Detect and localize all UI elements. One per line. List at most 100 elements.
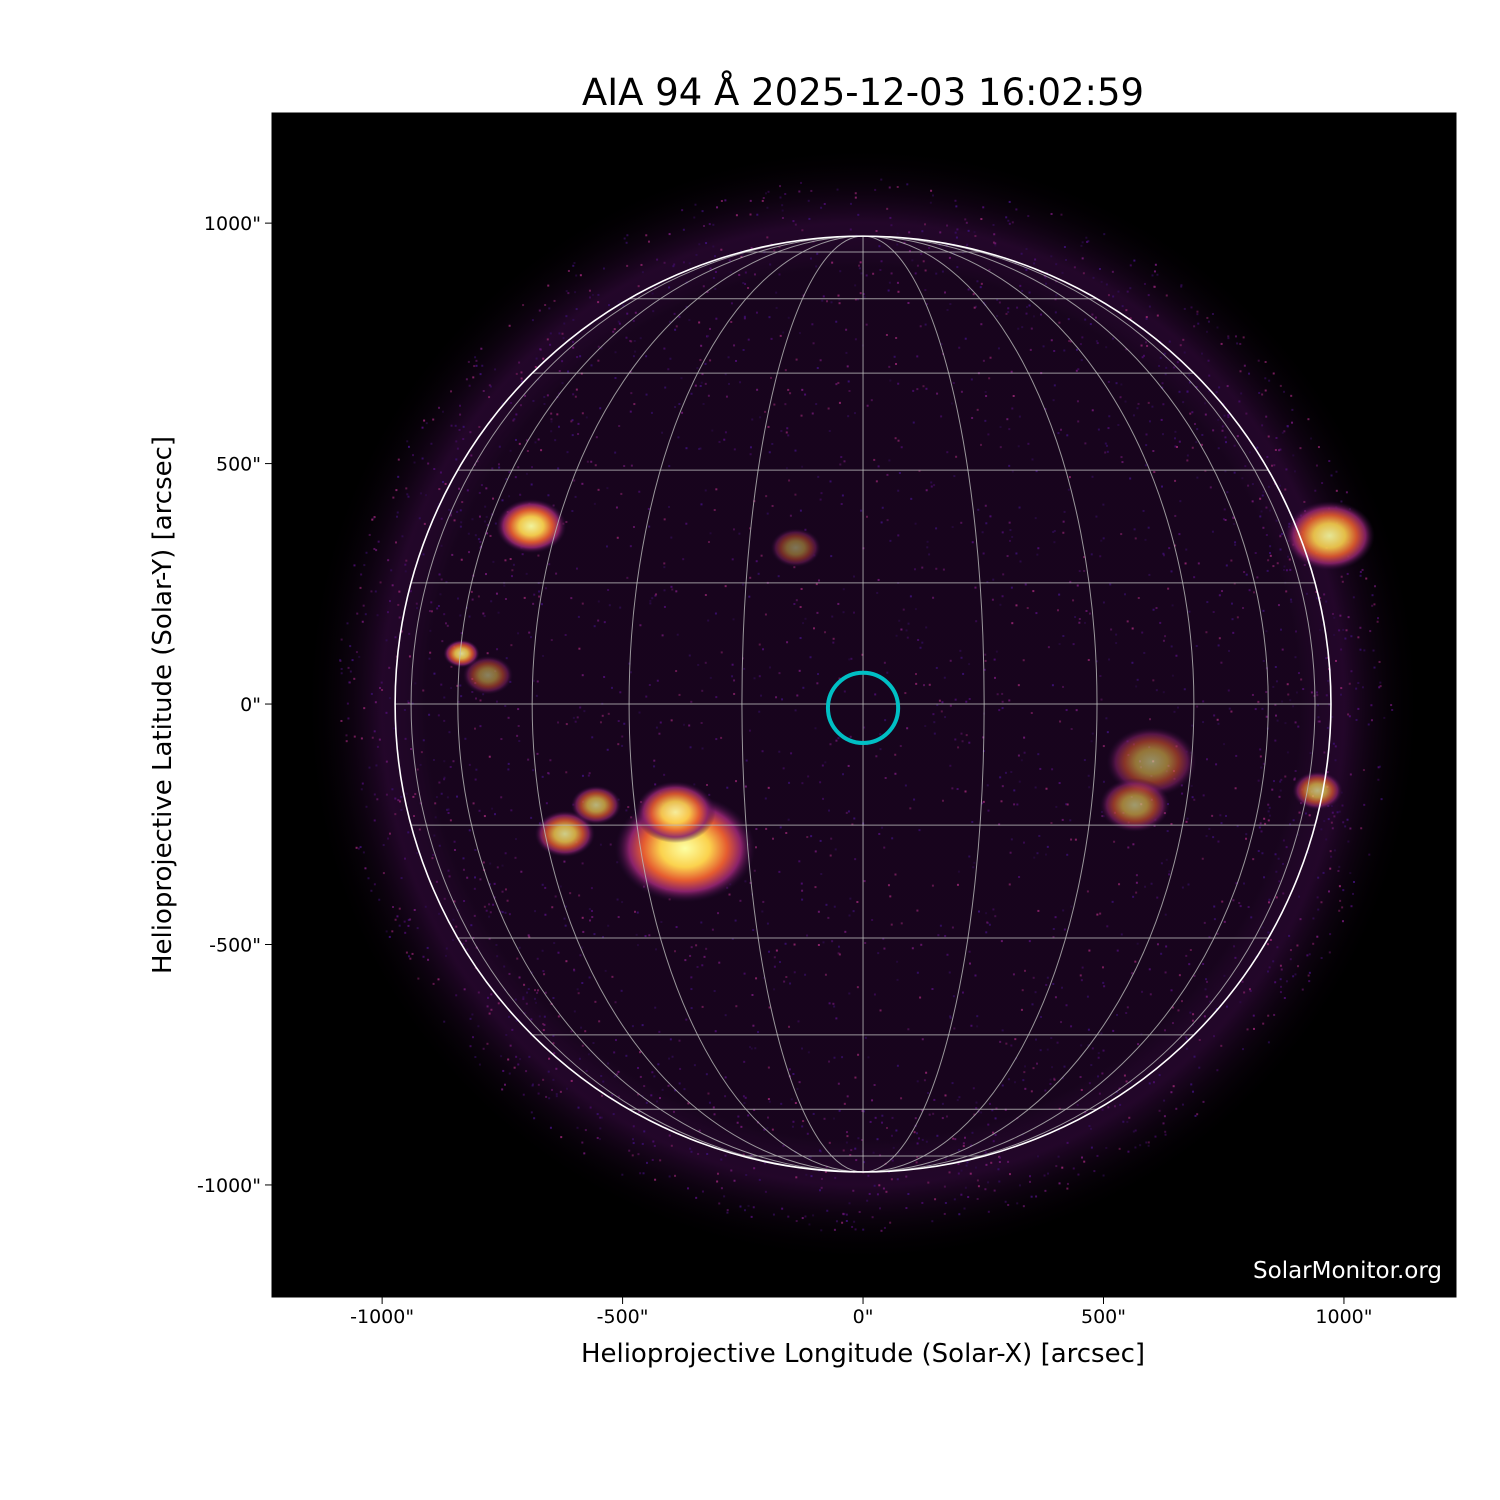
noise-speck: [830, 555, 833, 558]
noise-speck: [916, 1156, 919, 1159]
noise-speck: [899, 745, 902, 748]
noise-speck: [835, 383, 838, 386]
noise-speck: [980, 323, 983, 326]
noise-speck: [605, 545, 608, 548]
noise-speck: [1239, 905, 1242, 908]
noise-speck: [1326, 679, 1329, 682]
noise-speck: [1196, 476, 1199, 479]
noise-speck: [494, 813, 497, 816]
noise-speck: [581, 482, 584, 485]
noise-speck: [808, 1156, 811, 1159]
noise-speck: [1281, 532, 1284, 535]
noise-speck: [1066, 1187, 1069, 1190]
noise-speck: [1008, 539, 1011, 542]
noise-speck: [1152, 450, 1155, 453]
noise-speck: [801, 889, 804, 892]
noise-speck: [1171, 604, 1174, 607]
noise-speck: [1100, 280, 1103, 283]
noise-speck: [872, 272, 875, 275]
noise-speck: [432, 982, 435, 985]
noise-speck: [981, 802, 984, 805]
noise-speck: [1249, 451, 1252, 454]
noise-speck: [1329, 867, 1332, 870]
noise-speck: [726, 786, 729, 789]
noise-speck: [896, 232, 899, 235]
noise-speck: [806, 934, 809, 937]
noise-speck: [1275, 436, 1278, 439]
noise-speck: [577, 1106, 580, 1109]
noise-speck: [420, 492, 423, 495]
noise-speck: [469, 1045, 472, 1048]
noise-speck: [1261, 393, 1264, 396]
noise-speck: [497, 1002, 500, 1005]
noise-speck: [548, 1097, 551, 1100]
noise-speck: [842, 1149, 845, 1152]
noise-speck: [1083, 556, 1086, 559]
noise-speck: [810, 189, 813, 192]
noise-speck: [667, 368, 670, 371]
noise-speck: [1053, 1078, 1056, 1081]
noise-speck: [612, 1113, 615, 1116]
noise-speck: [1125, 309, 1128, 312]
noise-speck: [1294, 769, 1297, 772]
noise-speck: [1020, 1008, 1023, 1011]
noise-speck: [678, 315, 681, 318]
noise-speck: [522, 304, 525, 307]
noise-speck: [937, 934, 940, 937]
noise-speck: [694, 203, 697, 206]
noise-speck: [635, 933, 638, 936]
noise-speck: [570, 420, 573, 423]
noise-speck: [567, 292, 570, 295]
noise-speck: [544, 886, 547, 889]
noise-speck: [685, 305, 688, 308]
noise-speck: [888, 281, 891, 284]
noise-speck: [1022, 841, 1025, 844]
noise-speck: [1220, 822, 1223, 825]
noise-speck: [767, 1098, 770, 1101]
noise-speck: [500, 738, 503, 741]
noise-speck: [1267, 435, 1270, 438]
noise-speck: [1261, 707, 1264, 710]
noise-speck: [1281, 862, 1284, 865]
noise-speck: [416, 927, 419, 930]
noise-speck: [987, 1181, 990, 1184]
noise-speck: [940, 415, 943, 418]
active-regions: [443, 499, 1375, 903]
noise-speck: [1278, 484, 1281, 487]
noise-speck: [1165, 366, 1168, 369]
noise-speck: [1145, 341, 1148, 344]
noise-speck: [1106, 925, 1109, 928]
noise-speck: [1193, 798, 1196, 801]
noise-speck: [591, 916, 594, 919]
noise-speck: [653, 1075, 656, 1078]
noise-speck: [418, 828, 421, 831]
noise-speck: [637, 1066, 640, 1069]
noise-speck: [1272, 780, 1275, 783]
noise-speck: [458, 428, 461, 431]
noise-speck: [1306, 954, 1309, 957]
noise-speck: [1253, 591, 1256, 594]
noise-speck: [543, 1023, 546, 1026]
noise-speck: [1225, 564, 1228, 567]
noise-speck: [394, 813, 397, 816]
noise-speck: [1137, 597, 1140, 600]
noise-speck: [391, 584, 394, 587]
noise-speck: [925, 489, 928, 492]
noise-speck: [460, 558, 463, 561]
noise-speck: [1098, 1092, 1101, 1095]
noise-speck: [760, 694, 763, 697]
noise-speck: [579, 954, 582, 957]
noise-speck: [1161, 433, 1164, 436]
noise-speck: [533, 1117, 536, 1120]
noise-speck: [609, 843, 612, 846]
noise-speck: [879, 1207, 882, 1210]
noise-speck: [1261, 424, 1264, 427]
noise-speck: [766, 1116, 769, 1119]
noise-speck: [1021, 326, 1024, 329]
noise-speck: [1294, 973, 1297, 976]
noise-speck: [1370, 704, 1373, 707]
noise-speck: [995, 1107, 998, 1110]
noise-speck: [1044, 408, 1047, 411]
noise-speck: [1274, 714, 1277, 717]
noise-speck: [1276, 946, 1279, 949]
